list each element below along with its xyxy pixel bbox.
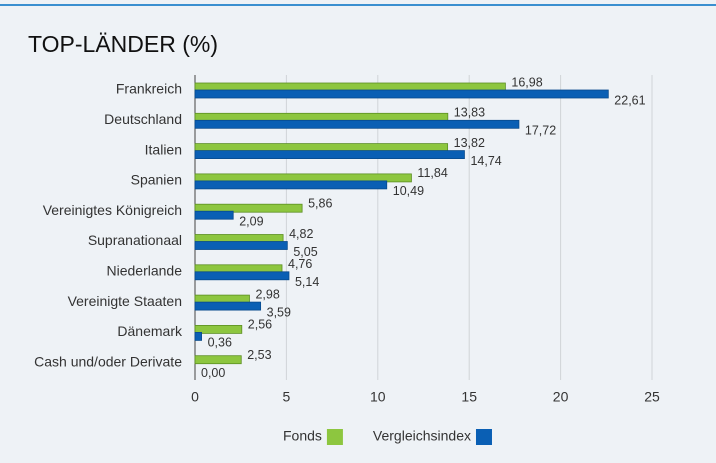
value-label: 0,36 (208, 336, 232, 350)
bar (194, 150, 465, 160)
legend-label: Vergleichsindex (373, 428, 471, 444)
y-tick-label: Supranationaal (88, 232, 182, 248)
value-label: 2,56 (248, 318, 272, 332)
y-tick-label: Vereinigte Staaten (68, 293, 182, 309)
value-label: 2,09 (239, 214, 263, 228)
value-label: 2,98 (255, 287, 279, 301)
value-label: 0,00 (201, 366, 225, 380)
value-label: 14,74 (470, 154, 501, 168)
x-tick-label: 0 (191, 389, 199, 405)
value-label: 3,59 (267, 305, 291, 319)
value-label: 5,86 (308, 196, 332, 210)
value-label: 11,84 (417, 166, 447, 180)
y-tick-label: Cash und/oder Derivate (34, 353, 182, 369)
bar (194, 203, 303, 213)
value-label: 16,98 (511, 75, 542, 89)
value-label: 13,83 (454, 106, 485, 120)
value-label: 13,82 (454, 136, 485, 150)
bar (194, 301, 262, 311)
value-label: 4,82 (289, 227, 313, 241)
bar (194, 210, 234, 220)
chart-title: TOP-LÄNDER (%) (28, 31, 218, 57)
y-tick-label: Dänemark (117, 323, 183, 339)
value-label: 2,53 (247, 348, 271, 362)
legend-swatch (475, 429, 492, 445)
bar (194, 271, 290, 281)
bar (194, 324, 243, 334)
value-label: 22,61 (614, 93, 645, 107)
y-tick-label: Deutschland (104, 111, 182, 127)
x-tick-label: 20 (553, 389, 569, 405)
bar (194, 119, 520, 129)
bar (194, 355, 242, 365)
y-tick-label: Spanien (131, 172, 182, 188)
y-tick-label: Italien (145, 141, 182, 157)
bar (194, 241, 288, 250)
value-label: 4,76 (288, 257, 312, 271)
value-label: 17,72 (525, 124, 556, 138)
x-tick-label: 5 (283, 389, 291, 405)
value-label: 10,49 (393, 184, 424, 198)
legend-swatch (326, 429, 343, 445)
y-tick-label: Frankreich (116, 81, 182, 97)
x-tick-label: 25 (644, 389, 660, 405)
value-label: 5,05 (293, 245, 317, 259)
x-tick-label: 15 (461, 389, 477, 405)
bar (194, 180, 388, 190)
legend-label: Fonds (283, 428, 322, 444)
value-label: 5,14 (295, 275, 319, 289)
y-tick-label: Vereinigtes Königreich (43, 202, 182, 218)
bar (194, 331, 202, 341)
x-tick-label: 10 (370, 389, 386, 405)
y-tick-label: Niederlande (107, 263, 183, 279)
bar (194, 89, 609, 99)
